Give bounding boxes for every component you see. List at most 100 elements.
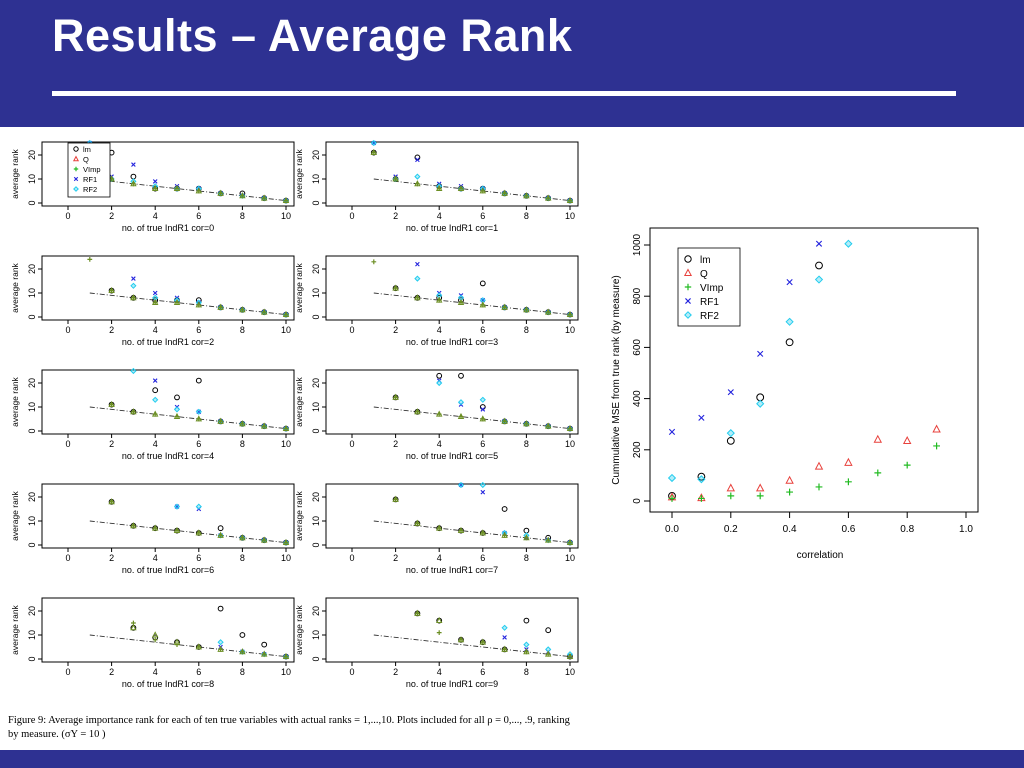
rf2-point — [152, 396, 159, 403]
slide-title: Results – Average Rank — [52, 10, 573, 61]
rf1-point — [415, 261, 420, 267]
x-tick-label: 10 — [565, 667, 575, 677]
x-tick-label: 10 — [565, 553, 575, 563]
vimp-point — [415, 521, 420, 526]
x-tick-label: 2 — [109, 439, 114, 449]
vimp-point — [415, 295, 420, 301]
avg-rank-panel: 0 2 4 6 8 10 0 10 20 average rank no. of true IndR… — [8, 138, 298, 250]
x-tick-label: 6 — [196, 211, 201, 221]
vimp-point — [393, 395, 398, 400]
vimp-point — [524, 535, 529, 541]
q-point — [873, 434, 883, 443]
vimp-point — [567, 312, 573, 317]
lm-point — [815, 261, 823, 270]
x-tick-label: 4 — [153, 553, 158, 563]
x-tick-label: 6 — [480, 211, 485, 221]
y-tick-label: 10 — [27, 630, 37, 640]
vimp-point — [567, 540, 573, 545]
lm-point — [217, 605, 224, 612]
vimp-point — [218, 533, 223, 538]
x-tick-label: 0 — [65, 667, 70, 677]
vimp-point — [668, 495, 676, 502]
vimp-point — [903, 461, 911, 469]
points — [414, 609, 574, 660]
vimp-point — [174, 642, 180, 647]
vimp-point — [698, 495, 705, 502]
y-tick-label: 0 — [311, 656, 321, 661]
vimp-point — [524, 421, 529, 427]
vimp-point — [109, 499, 114, 505]
rf2-point — [726, 429, 735, 438]
x-tick-label: 8 — [524, 553, 529, 563]
q-point — [726, 483, 736, 492]
points — [86, 139, 290, 204]
points — [370, 139, 574, 204]
vimp-point — [131, 620, 136, 626]
q-point — [814, 461, 824, 470]
reference-line — [89, 292, 287, 316]
x-tick-label: 6 — [480, 439, 485, 449]
reference-line — [89, 634, 287, 658]
lm-point — [195, 377, 202, 384]
vimp-point — [502, 305, 507, 310]
vimp-point — [874, 469, 882, 477]
vimp-point — [524, 307, 529, 313]
x-tick-label: 2 — [393, 325, 398, 335]
y-tick-label: 0 — [311, 542, 321, 547]
rf2-point — [217, 639, 224, 646]
rf2-point — [844, 239, 853, 248]
y-tick-label: 0 — [27, 200, 37, 205]
rf2-point — [195, 503, 202, 510]
y-tick-label: 10 — [27, 174, 37, 184]
lm-point — [523, 617, 530, 624]
x-tick-label: 10 — [281, 553, 291, 563]
x-tick-label: 4 — [153, 211, 158, 221]
y-tick-label: 600 — [632, 339, 643, 356]
avg-rank-plot: 0 2 4 6 8 10 0 10 20 average rank no. of true IndR… — [10, 367, 295, 461]
vimp-point — [283, 312, 289, 317]
x-tick-label: 6 — [480, 667, 485, 677]
points — [108, 367, 290, 432]
y-axis-label: average rank — [294, 262, 304, 312]
vimp-point — [152, 300, 158, 305]
x-tick-label: 0 — [65, 325, 70, 335]
rf1-point — [757, 350, 764, 357]
vimp-point — [73, 166, 79, 172]
rf2-point — [173, 406, 181, 413]
lm-point — [174, 394, 180, 401]
vimp-point — [261, 423, 267, 429]
lm-point — [261, 641, 268, 648]
reference-line — [89, 520, 287, 544]
rf2-point — [130, 367, 137, 375]
x-tick-label: 1.0 — [959, 524, 973, 535]
vimp-point — [786, 488, 793, 496]
rf2-point — [814, 275, 824, 284]
plot-frame — [325, 369, 579, 435]
y-tick-label: 10 — [27, 288, 37, 298]
legend-label: Q — [83, 155, 89, 164]
vimp-point — [174, 300, 180, 305]
vimp-point — [567, 654, 573, 659]
y-axis-label: Cummulative MSE from true rank (by measu… — [611, 275, 622, 485]
y-axis-label: average rank — [10, 490, 20, 540]
rf2-point — [436, 379, 443, 387]
legend-label: Q — [700, 269, 708, 280]
vimp-point — [502, 647, 507, 652]
x-tick-label: 4 — [153, 325, 158, 335]
avg-rank-panel: 0 2 4 6 8 10 0 10 20 average rank no. of true IndR… — [292, 138, 582, 250]
plot-frame — [41, 369, 295, 435]
x-tick-label: 8 — [240, 553, 245, 563]
vimp-point — [283, 654, 289, 659]
rf1-point — [131, 276, 136, 281]
y-tick-label: 20 — [311, 606, 321, 616]
vimp-point — [567, 198, 573, 203]
x-tick-label: 4 — [437, 553, 442, 563]
reference-line — [373, 520, 571, 544]
avg-rank-panel: 0 2 4 6 8 10 0 10 20 average rank no. of true IndR… — [292, 252, 582, 364]
x-tick-label: 6 — [480, 325, 485, 335]
figure-caption: Figure 9: Average importance rank for ea… — [8, 714, 618, 742]
rf1-point — [480, 407, 486, 412]
x-tick-label: 0.2 — [724, 524, 738, 535]
y-tick-label: 0 — [311, 314, 321, 319]
vimp-point — [87, 257, 93, 262]
